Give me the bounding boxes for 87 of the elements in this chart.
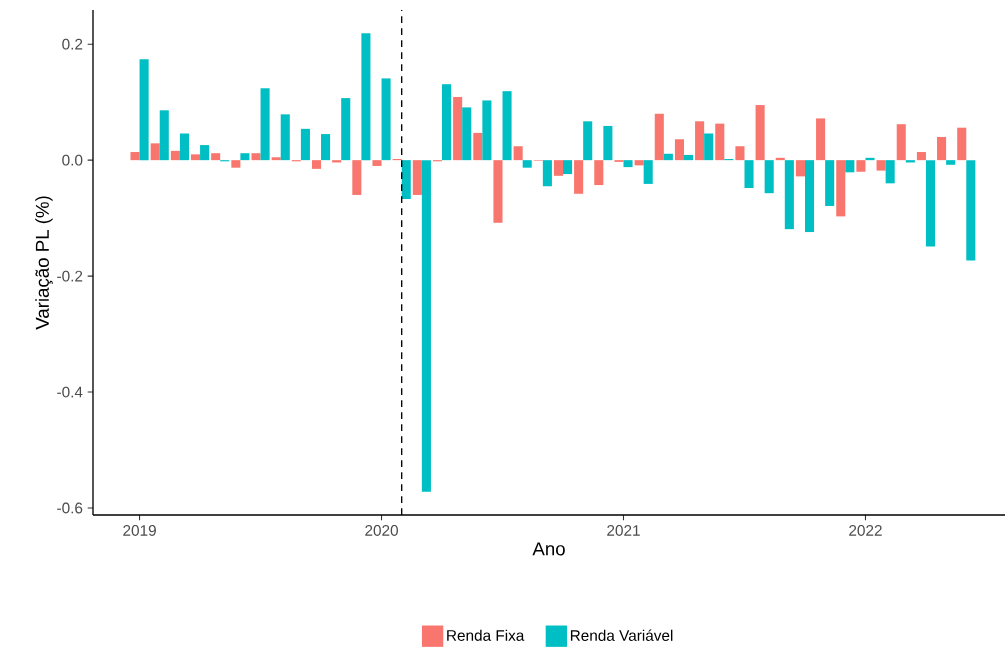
x-tick-label: 2021 — [607, 525, 640, 536]
bar — [251, 153, 261, 161]
bar — [412, 160, 422, 195]
bar — [715, 123, 725, 161]
bar — [462, 107, 472, 161]
x-tick-label: 2019 — [123, 525, 156, 536]
bar — [695, 121, 705, 161]
y-tick-label: -0.4 — [57, 386, 83, 398]
bar — [553, 160, 564, 176]
bar — [311, 160, 322, 169]
bar — [683, 154, 694, 161]
bar — [502, 91, 512, 161]
bar — [816, 118, 826, 161]
bar — [634, 160, 644, 166]
bar — [522, 160, 532, 168]
bar — [493, 160, 503, 223]
bar — [764, 160, 774, 194]
bar — [663, 153, 673, 161]
bar — [271, 157, 281, 161]
bar — [654, 113, 664, 161]
bar — [946, 160, 956, 165]
bar — [352, 160, 362, 195]
bar — [482, 100, 492, 161]
bar — [825, 160, 835, 206]
bar — [744, 160, 754, 188]
bar — [231, 160, 241, 168]
bar — [513, 146, 523, 161]
bar — [865, 157, 875, 161]
bar — [583, 121, 593, 161]
bar — [876, 160, 886, 171]
bar — [574, 160, 584, 194]
y-tick-label: 0.0 — [62, 154, 83, 166]
bar — [704, 133, 714, 161]
bar — [957, 127, 967, 161]
bar — [473, 132, 483, 161]
bar — [139, 59, 149, 161]
bar — [341, 98, 351, 161]
bar — [190, 154, 201, 161]
bar — [170, 150, 180, 161]
x-tick-label: 2022 — [849, 525, 882, 536]
legend-label: Renda Fixa — [447, 629, 525, 641]
bar — [453, 96, 463, 161]
bar — [401, 160, 411, 199]
legend-label: Renda Variável — [570, 629, 673, 641]
bar — [845, 160, 855, 173]
x-tick-label: 2020 — [365, 525, 398, 536]
bar — [442, 84, 452, 161]
bar — [795, 160, 805, 177]
bar — [563, 160, 573, 175]
bar — [885, 160, 895, 184]
bar — [925, 160, 936, 247]
bar — [381, 78, 391, 161]
bar — [159, 110, 169, 161]
bar — [211, 153, 221, 161]
x-axis-title: Ano — [532, 542, 565, 556]
bar — [542, 160, 552, 187]
bar — [179, 133, 189, 161]
bar — [361, 33, 371, 161]
y-axis-title: Variação PL (%) — [35, 196, 53, 330]
bar — [321, 134, 331, 161]
bar — [735, 146, 745, 161]
bar — [643, 160, 653, 184]
bar — [372, 160, 382, 166]
bar — [421, 160, 431, 492]
bar — [755, 105, 765, 161]
bar — [623, 160, 633, 168]
bar — [603, 125, 613, 161]
bar — [150, 143, 160, 161]
bar — [280, 114, 290, 161]
bar — [937, 136, 947, 161]
bar — [804, 160, 815, 233]
bar — [300, 128, 310, 161]
bar — [594, 160, 604, 186]
bar — [896, 124, 906, 161]
bar — [674, 139, 684, 161]
y-tick-label: -0.2 — [57, 270, 83, 282]
bar — [836, 160, 846, 217]
bar — [240, 153, 250, 161]
bar — [966, 160, 976, 261]
bar — [260, 88, 270, 161]
bar — [916, 152, 926, 161]
bar — [200, 145, 210, 161]
y-tick-label: -0.6 — [57, 502, 83, 514]
bar — [784, 160, 794, 230]
bar — [856, 160, 866, 172]
y-tick-label: 0.2 — [62, 38, 83, 50]
bar — [130, 152, 140, 161]
